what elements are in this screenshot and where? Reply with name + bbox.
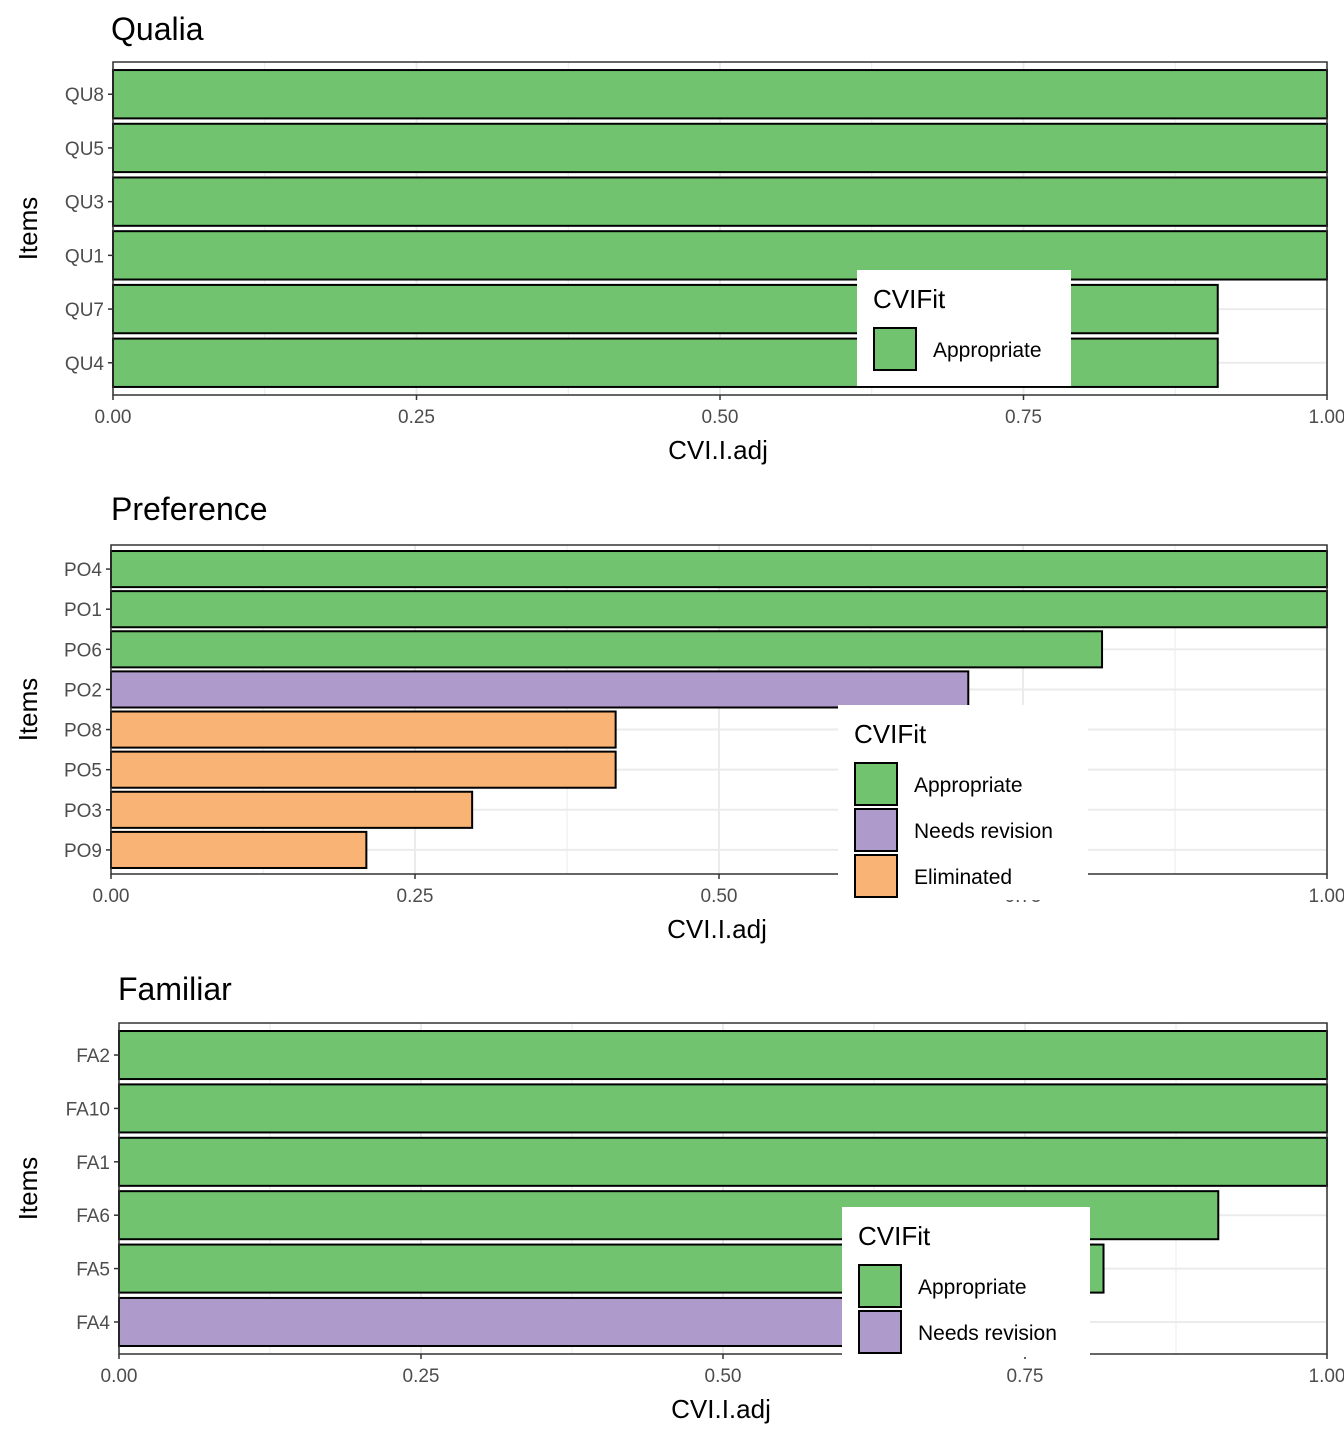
bar-po1 — [110, 590, 1328, 629]
x-tick-label: 0.25 — [403, 1366, 440, 1387]
y-tick-label: PO8 — [64, 721, 102, 742]
panel-title: Preference — [111, 491, 268, 527]
y-tick-label: FA4 — [76, 1313, 110, 1334]
panel-preference: PO4PO1PO6PO2PO8PO5PO3PO90.000.250.500.75… — [13, 491, 1344, 944]
legend-key — [873, 327, 917, 371]
y-tick-label: QU8 — [65, 85, 104, 106]
y-tick-label: PO3 — [64, 801, 102, 822]
legend: CVIFit Appropriate — [857, 270, 1071, 386]
y-tick-label: QU1 — [65, 246, 104, 267]
legend-key — [854, 808, 898, 852]
y-tick-label: PO4 — [64, 560, 102, 581]
x-tick-label: 0.50 — [705, 1366, 742, 1387]
y-tick-label: FA10 — [66, 1099, 110, 1120]
y-tick-label: QU3 — [65, 193, 104, 214]
x-tick-label: 0.00 — [95, 407, 132, 428]
bar-po9 — [110, 830, 368, 869]
x-axis-title: CVI.I.adj — [667, 914, 767, 944]
x-axis-title: CVI.I.adj — [668, 435, 768, 465]
bar-po3 — [110, 790, 474, 829]
bar-qu5 — [112, 122, 1328, 174]
legend-label: Appropriate — [933, 339, 1042, 362]
y-tick-label: PO9 — [64, 841, 102, 862]
legend-key — [858, 1264, 902, 1308]
legend: CVIFit Appropriate Needs revision — [842, 1207, 1090, 1357]
y-axis-title: Items — [13, 678, 43, 742]
bar-qu3 — [112, 176, 1328, 227]
x-tick-label: 0.00 — [101, 1366, 138, 1387]
x-tick-label: 0.00 — [93, 886, 130, 907]
panel-qualia: QU8 QU5 QU3 QU1 QU7 QU4 0.00 0.25 0.50 0.75 1.00 CV… — [13, 11, 1344, 465]
panel-familiar: FA2 FA10 FA1 FA6 FA5 FA4 0.00 0.25 0.50 0.75 1.00 C… — [13, 971, 1344, 1424]
x-tick-label: 0.25 — [397, 886, 434, 907]
legend-key — [858, 1310, 902, 1354]
x-tick-label: 0.25 — [398, 407, 435, 428]
legend-key — [854, 762, 898, 806]
legend-label: Needs revision — [914, 820, 1053, 843]
x-tick-label: 0.75 — [1005, 407, 1042, 428]
bar-fa2 — [118, 1030, 1328, 1081]
legend-title: CVIFit — [854, 719, 927, 749]
y-tick-label: PO5 — [64, 761, 102, 782]
y-tick-label: QU7 — [65, 300, 104, 321]
y-tick-label: QU5 — [65, 139, 104, 160]
x-tick-label: 1.00 — [1309, 1366, 1344, 1387]
legend-title: CVIFit — [858, 1221, 931, 1251]
y-tick-label: FA2 — [76, 1046, 110, 1067]
bar-qu1 — [112, 230, 1328, 281]
y-tick-label: FA1 — [76, 1153, 110, 1174]
panel-title: Familiar — [118, 971, 232, 1007]
legend-label: Needs revision — [918, 1322, 1057, 1345]
y-tick-label: PO2 — [64, 680, 102, 701]
legend-label: Appropriate — [914, 774, 1023, 797]
legend: CVIFit Appropriate Needs revision Eliminate… — [838, 705, 1088, 900]
y-tick-label: QU4 — [65, 354, 105, 375]
bar-po5 — [110, 750, 617, 789]
legend-title: CVIFit — [873, 284, 946, 314]
x-tick-label: 1.00 — [1309, 886, 1344, 907]
x-tick-label: 0.75 — [1007, 1366, 1044, 1387]
y-axis-title: Items — [13, 197, 43, 261]
bar-fa1 — [118, 1136, 1328, 1187]
legend-label: Eliminated — [914, 866, 1012, 889]
y-tick-label: PO6 — [64, 640, 102, 661]
y-tick-label: PO1 — [64, 600, 102, 621]
legend-label: Appropriate — [918, 1276, 1027, 1299]
x-tick-label: 0.50 — [702, 407, 739, 428]
bar-po6 — [110, 630, 1104, 669]
x-axis-title: CVI.I.adj — [671, 1394, 771, 1424]
legend-key — [854, 854, 898, 898]
y-axis-title: Items — [13, 1157, 43, 1221]
bar-fa4 — [118, 1296, 972, 1347]
panel-title: Qualia — [111, 11, 204, 47]
bar-po4 — [110, 550, 1328, 589]
bar-fa10 — [118, 1083, 1328, 1134]
y-tick-label: FA5 — [76, 1260, 110, 1281]
y-tick-label: FA6 — [76, 1206, 110, 1227]
bar-po8 — [110, 710, 617, 749]
bar-qu8 — [112, 69, 1328, 120]
bar-po2 — [110, 670, 970, 709]
x-tick-label: 0.50 — [701, 886, 738, 907]
x-tick-label: 1.00 — [1309, 407, 1344, 428]
